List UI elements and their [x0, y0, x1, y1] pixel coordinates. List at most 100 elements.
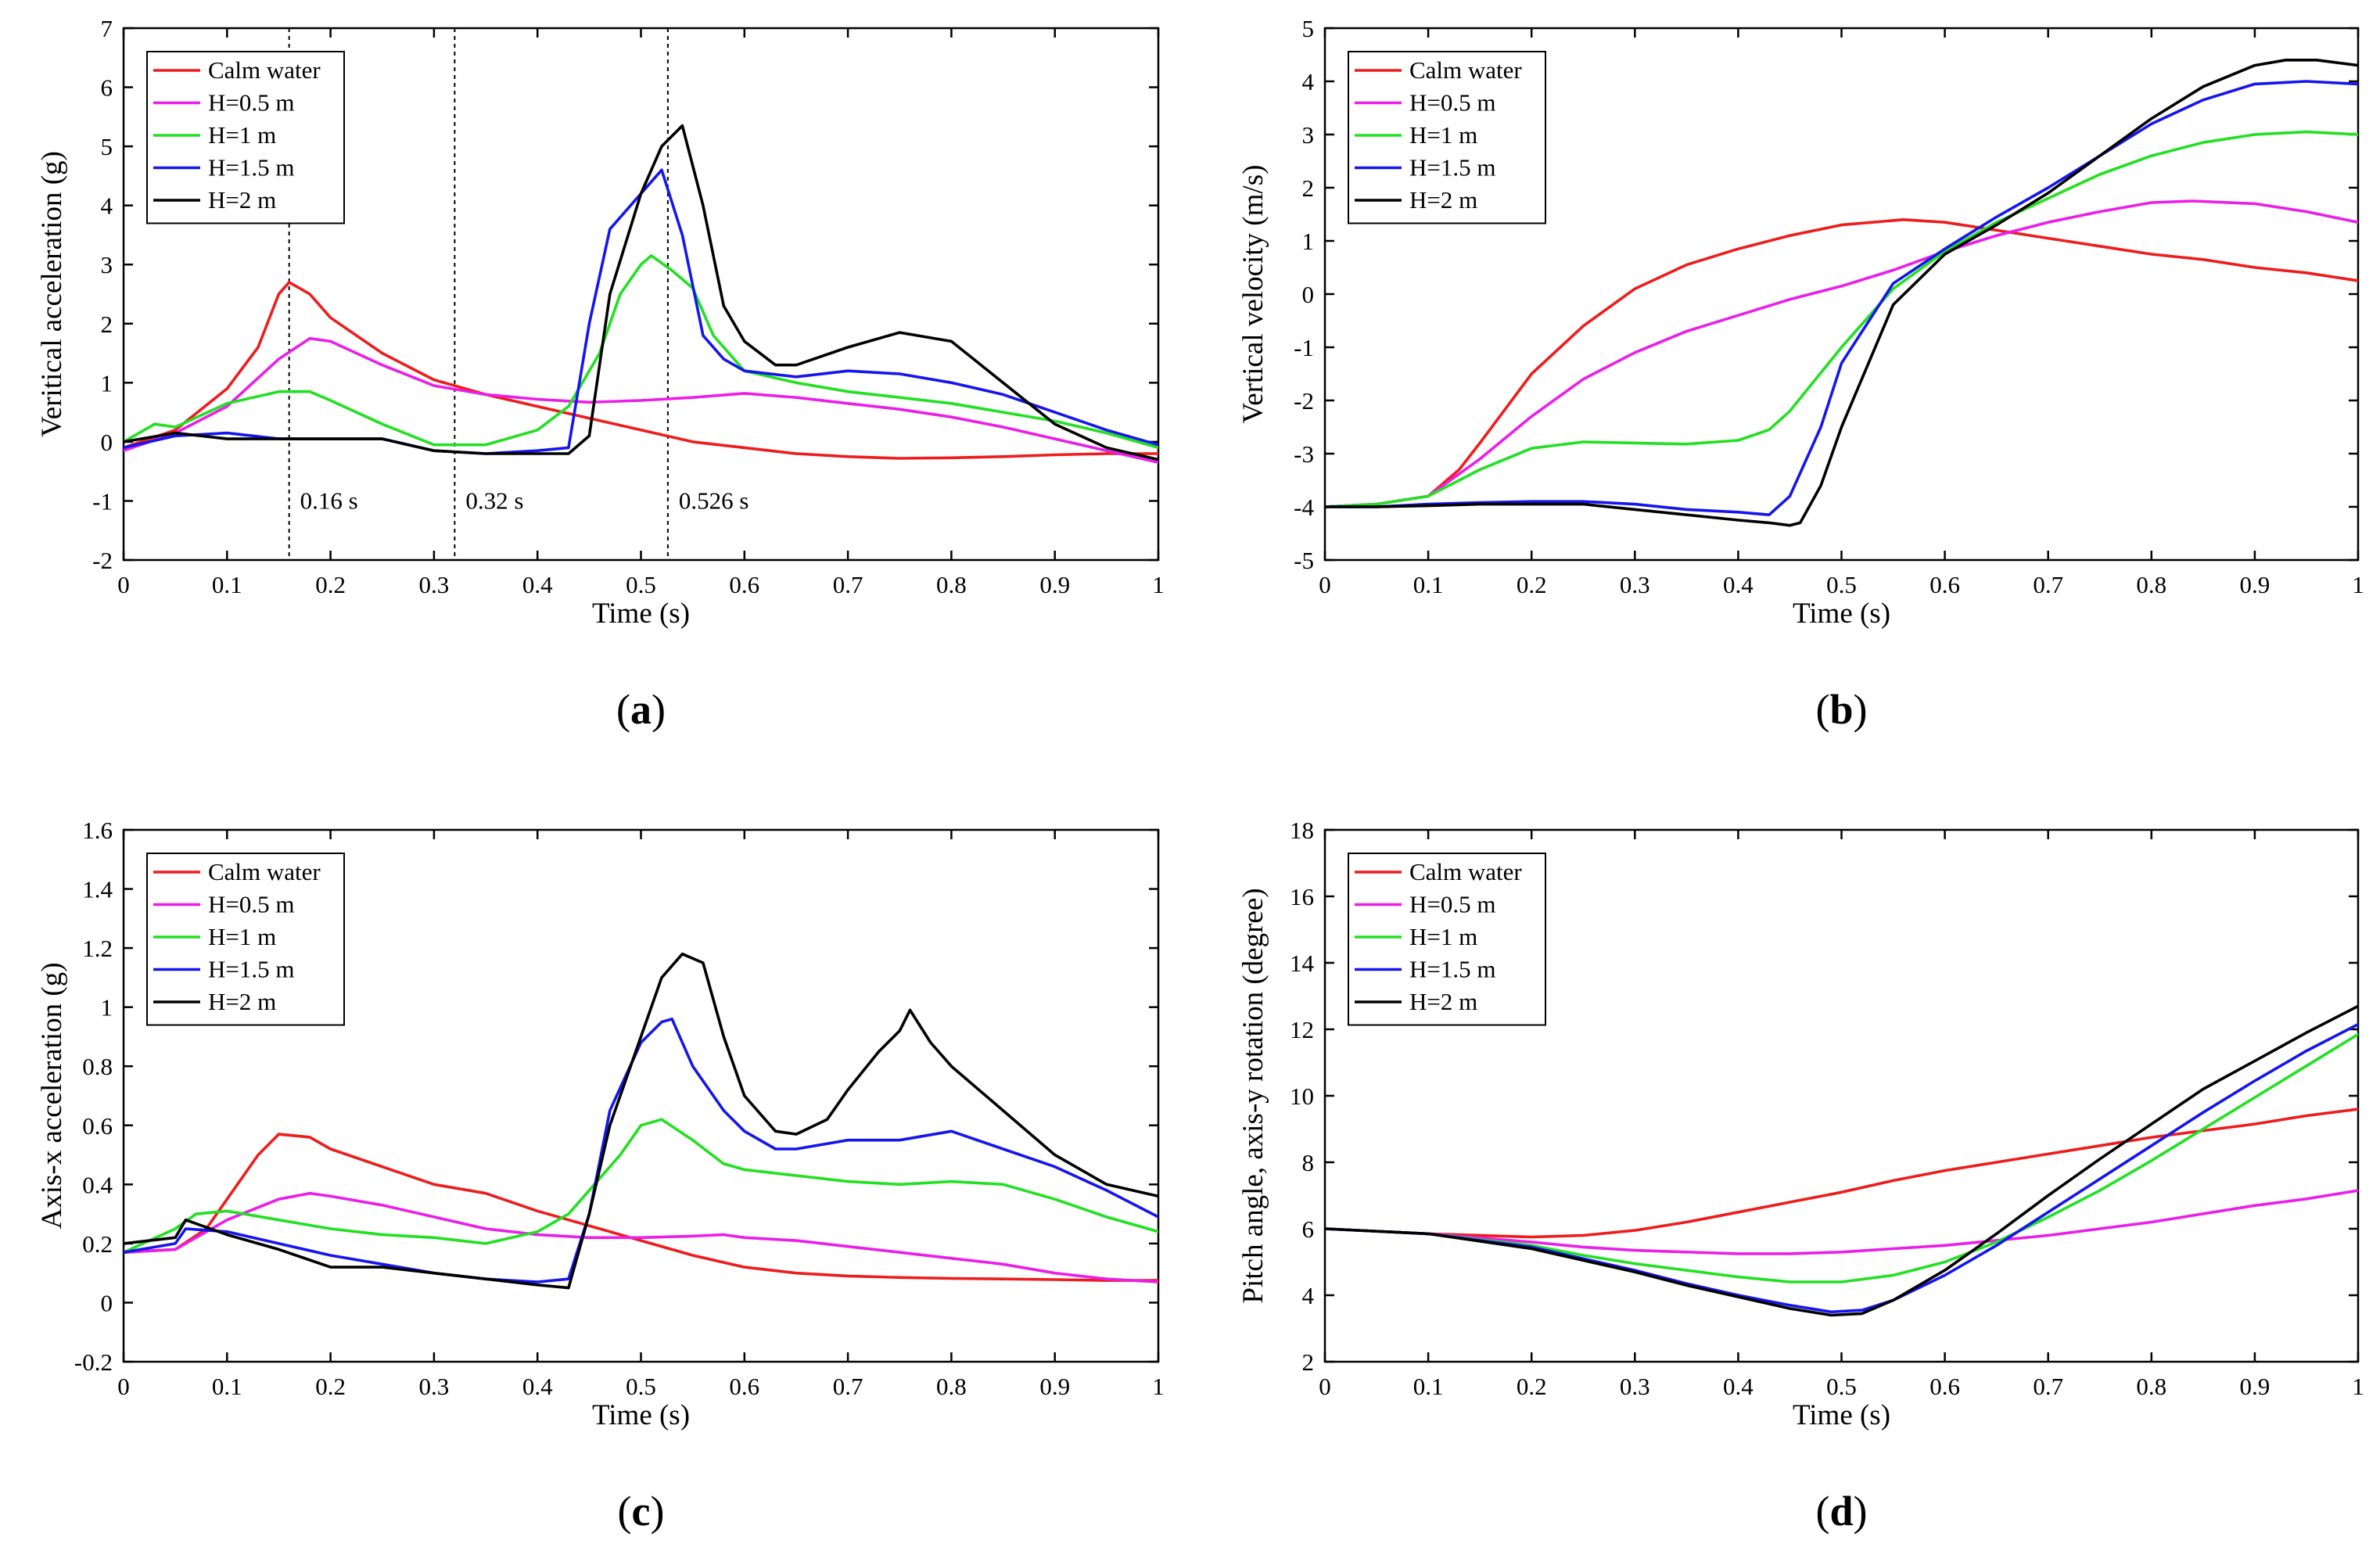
- y-tick-label: -2: [1294, 387, 1314, 415]
- x-tick-label: 0.1: [212, 1373, 242, 1400]
- series-line-h-1-m: [1325, 1032, 2358, 1284]
- x-tick-label: 0.6: [729, 1373, 759, 1400]
- y-tick-label: -0.2: [74, 1348, 113, 1376]
- y-tick-label: 4: [1302, 68, 1315, 95]
- y-tick-label: 0.6: [82, 1112, 113, 1140]
- legend: Calm water H=0.5 m H=1 m H=1.5 m H=2 m: [1348, 853, 1546, 1026]
- x-tick-label: 0.8: [936, 571, 967, 598]
- y-tick-label: 8: [1302, 1149, 1315, 1176]
- legend-entry: H=0.5 m: [1409, 891, 1495, 918]
- legend-entry: H=1 m: [1409, 923, 1477, 950]
- y-tick-label: 4: [1302, 1282, 1315, 1309]
- y-tick-label: 18: [1290, 817, 1314, 844]
- x-tick-label: 0.7: [2033, 1373, 2063, 1400]
- x-tick-label: 0: [117, 571, 130, 598]
- legend-entry: H=2 m: [208, 186, 276, 214]
- series-group: [1325, 1004, 2358, 1317]
- series-line-h-2-m: [1325, 59, 2358, 527]
- y-tick-label: 7: [101, 15, 113, 42]
- x-tick-label: 0.5: [626, 571, 656, 598]
- legend-entry: H=2 m: [1409, 186, 1477, 214]
- x-tick-label: 0.2: [1517, 571, 1547, 598]
- x-tick-label: 0.8: [2136, 571, 2166, 598]
- chart-panel-c: 0 0.1 0.2 0.3 0.4 0.5 0.6 0.7 0.8 0.9 1-0.200.20.4…: [36, 817, 1165, 1535]
- x-tick-label: 1: [1152, 571, 1165, 598]
- series-group: [124, 952, 1158, 1290]
- y-tick-label: 14: [1290, 950, 1315, 977]
- legend-box: [146, 51, 345, 224]
- x-tick-label: 0.5: [1826, 571, 1857, 598]
- series-line-calm-water: [1325, 217, 2358, 508]
- series-line-calm-water: [124, 1133, 1158, 1282]
- y-tick-label: 1.6: [82, 817, 113, 844]
- series-group: [124, 124, 1158, 465]
- x-tick-label: 0.2: [315, 1373, 346, 1400]
- legend-box: [1348, 853, 1546, 1026]
- y-tick-label: 3: [101, 251, 113, 278]
- panel-label: (c): [618, 1488, 665, 1535]
- legend-entry: H=0.5 m: [208, 89, 294, 117]
- x-axis-label: Time (s): [592, 598, 690, 630]
- chart-panel-d: 0 0.1 0.2 0.3 0.4 0.5 0.6 0.7 0.8 0.9 124681012141…: [1237, 817, 2364, 1535]
- annotation-label: 0.16 s: [300, 486, 358, 514]
- y-tick-label: 0: [101, 1289, 113, 1316]
- x-tick-label: 0.3: [1620, 571, 1650, 598]
- x-tick-label: 0.9: [1039, 571, 1070, 598]
- legend-entry: H=1 m: [1409, 121, 1477, 149]
- y-axis-label: Pitch angle, axis-y rotation (degree): [1237, 888, 1269, 1303]
- y-tick-label: -1: [1294, 334, 1314, 361]
- x-tick-label: 0.1: [212, 571, 242, 598]
- x-tick-label: 0.3: [419, 571, 450, 598]
- series-line-h-1-5-m: [124, 1018, 1158, 1284]
- x-tick-label: 0.8: [936, 1373, 967, 1400]
- x-tick-label: 0.3: [419, 1373, 450, 1400]
- series-line-h-0-5-m: [1325, 1189, 2358, 1255]
- y-tick-label: 5: [1302, 15, 1315, 42]
- x-tick-label: 0.9: [1039, 1373, 1070, 1400]
- legend-box: [146, 853, 345, 1026]
- y-axis-label: Axis-x acceleration (g): [36, 962, 68, 1229]
- x-tick-label: 0.9: [2240, 571, 2271, 598]
- y-tick-label: 2: [1302, 174, 1315, 202]
- x-tick-label: 0.1: [1413, 1373, 1444, 1400]
- legend-entry: H=2 m: [208, 988, 276, 1015]
- legend: Calm water H=0.5 m H=1 m H=1.5 m H=2 m: [146, 853, 345, 1026]
- y-tick-label: 12: [1290, 1016, 1314, 1043]
- x-tick-label: 1: [2352, 571, 2364, 598]
- y-tick-label: 0: [101, 429, 113, 456]
- x-tick-label: 0.8: [2136, 1373, 2166, 1400]
- legend-entry: H=2 m: [1409, 988, 1477, 1015]
- y-tick-label: 10: [1290, 1082, 1314, 1110]
- legend-entry: Calm water: [1409, 56, 1522, 84]
- x-tick-label: 0.4: [522, 571, 553, 598]
- y-tick-label: -4: [1294, 494, 1314, 521]
- legend-entry: Calm water: [1409, 858, 1522, 885]
- series-line-calm-water: [124, 281, 1158, 460]
- x-tick-label: 0.5: [1826, 1373, 1857, 1400]
- series-line-h-2-m: [124, 952, 1158, 1290]
- legend-entry: H=1 m: [208, 121, 276, 149]
- series-line-h-1-5-m: [1325, 1022, 2358, 1314]
- y-tick-label: 1.2: [82, 935, 113, 962]
- chart-panel-a: 0 0.1 0.2 0.3 0.4 0.5 0.6 0.7 0.8 0.9 1 -2 -1 0 1 2 3 4 5 6…: [36, 15, 1165, 733]
- x-tick-label: 0.7: [833, 571, 863, 598]
- panel-label: (d): [1815, 1488, 1867, 1535]
- y-tick-label: 1: [101, 369, 113, 397]
- legend-entry: H=0.5 m: [208, 891, 294, 918]
- x-axis-label: Time (s): [592, 1399, 690, 1431]
- x-tick-label: 0.6: [1929, 571, 1960, 598]
- y-tick-label: 0.8: [82, 1053, 113, 1080]
- chart-panel-b: 0 0.1 0.2 0.3 0.4 0.5 0.6 0.7 0.8 0.9 1 -5 -4 -3 -2 -1 0…: [1237, 15, 2364, 733]
- y-tick-label: 5: [101, 133, 113, 160]
- series-line-h-1-m: [124, 254, 1158, 450]
- annotation-label: 0.526 s: [679, 486, 749, 514]
- y-tick-label: -3: [1294, 440, 1314, 468]
- legend: Calm water H=0.5 m H=1 m H=1.5 m H=2 m: [1348, 51, 1546, 224]
- y-tick-label: 0.4: [82, 1171, 113, 1198]
- legend-entry: Calm water: [208, 56, 321, 84]
- series-line-h-0-5-m: [124, 1191, 1158, 1284]
- x-tick-label: 0.2: [315, 571, 346, 598]
- y-tick-label: 16: [1290, 883, 1314, 910]
- x-tick-label: 0.6: [1929, 1373, 1960, 1400]
